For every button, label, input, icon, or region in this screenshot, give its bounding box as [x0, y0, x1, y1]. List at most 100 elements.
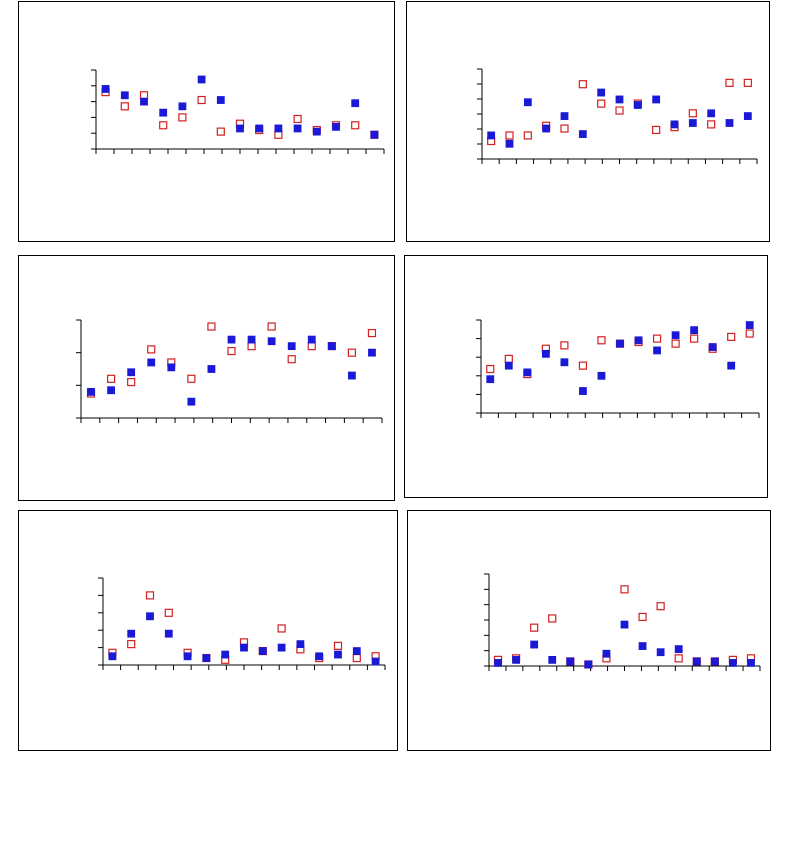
data-point-filled — [274, 124, 283, 133]
data-point-filled — [164, 629, 173, 638]
data-point-filled — [87, 387, 95, 396]
data-point-filled — [504, 361, 513, 370]
data-point-filled — [542, 124, 551, 133]
chart-panel-2 — [406, 1, 770, 242]
data-point-open — [505, 131, 514, 140]
data-point-filled — [745, 321, 754, 329]
data-point-open — [351, 121, 360, 130]
data-point-filled — [615, 95, 624, 104]
data-point-open — [216, 127, 225, 136]
chart-2-plot — [477, 68, 758, 164]
chart-panel-4 — [404, 255, 768, 498]
data-point-filled — [267, 337, 276, 346]
data-point-filled — [633, 101, 642, 109]
data-point-open — [652, 334, 662, 343]
chart-1-plot — [91, 69, 385, 154]
data-point-filled — [216, 96, 225, 104]
data-point-filled — [634, 336, 643, 345]
data-point-filled — [579, 387, 587, 395]
data-point-open — [333, 641, 343, 650]
data-point-filled — [523, 368, 532, 377]
chart-4-plot — [476, 319, 760, 418]
data-point-open — [578, 80, 587, 89]
data-point-filled — [207, 365, 216, 373]
data-point-filled — [202, 654, 211, 662]
chart-panel-5 — [18, 510, 398, 751]
data-point-open — [247, 342, 256, 351]
data-point-open — [560, 124, 569, 133]
data-point-filled — [688, 119, 697, 127]
data-point-filled — [258, 647, 267, 655]
data-point-filled — [597, 88, 606, 97]
data-point-filled — [146, 612, 154, 621]
data-point-filled — [638, 642, 647, 650]
data-point-filled — [147, 358, 156, 367]
data-point-open — [207, 322, 216, 331]
data-point-filled — [327, 342, 336, 351]
data-point-filled — [293, 124, 302, 133]
data-point-filled — [671, 331, 680, 340]
data-point-filled — [487, 131, 496, 140]
data-point-open — [615, 106, 624, 115]
data-point-open — [727, 332, 736, 342]
data-point-filled — [728, 659, 737, 667]
data-point-filled — [307, 335, 316, 344]
data-point-filled — [708, 343, 717, 351]
data-point-open — [164, 608, 173, 617]
data-point-filled — [140, 97, 148, 106]
data-point-open — [597, 336, 606, 345]
data-point-open — [347, 348, 356, 357]
data-point-open — [127, 377, 136, 387]
data-point-open — [725, 78, 734, 87]
data-point-filled — [560, 358, 569, 367]
data-point-open — [560, 341, 569, 350]
data-point-open — [638, 612, 647, 622]
data-point-filled — [541, 349, 550, 358]
data-point-filled — [653, 346, 661, 355]
data-point-filled — [127, 629, 136, 638]
chart-panel-3 — [18, 255, 395, 501]
data-point-open — [578, 361, 588, 370]
data-point-filled — [183, 652, 192, 661]
data-point-filled — [159, 108, 168, 117]
data-point-open — [743, 78, 752, 87]
data-point-open — [486, 364, 495, 374]
data-point-filled — [566, 657, 575, 666]
data-point-open — [187, 374, 196, 383]
data-point-filled — [727, 361, 736, 370]
chart-panel-1 — [18, 1, 395, 242]
data-point-filled — [652, 95, 661, 104]
data-point-filled — [255, 124, 264, 133]
data-point-open — [656, 602, 665, 611]
data-point-open — [620, 585, 629, 594]
data-point-open — [674, 654, 683, 663]
data-point-filled — [584, 660, 593, 669]
data-point-open — [690, 334, 699, 343]
data-point-open — [120, 102, 129, 111]
data-point-filled — [332, 122, 340, 131]
data-point-filled — [560, 112, 569, 120]
data-point-filled — [692, 657, 701, 666]
data-point-filled — [187, 397, 196, 406]
data-point-open — [178, 113, 187, 122]
data-point-filled — [512, 655, 520, 664]
data-point-open — [504, 354, 513, 363]
data-point-filled — [371, 657, 380, 666]
data-point-filled — [101, 85, 110, 93]
data-point-open — [745, 329, 754, 338]
data-point-filled — [347, 371, 356, 380]
data-point-open — [197, 95, 206, 105]
data-point-filled — [548, 655, 557, 664]
data-point-filled — [690, 326, 699, 335]
data-point-open — [307, 342, 316, 351]
data-point-filled — [578, 130, 587, 138]
data-point-filled — [247, 335, 256, 344]
chart-3-plot — [76, 319, 383, 423]
data-point-filled — [127, 368, 136, 377]
data-point-filled — [486, 375, 495, 384]
data-point-filled — [597, 371, 606, 380]
data-point-filled — [710, 657, 719, 666]
data-point-open — [147, 345, 156, 354]
data-point-filled — [277, 643, 286, 652]
data-point-filled — [312, 127, 321, 136]
